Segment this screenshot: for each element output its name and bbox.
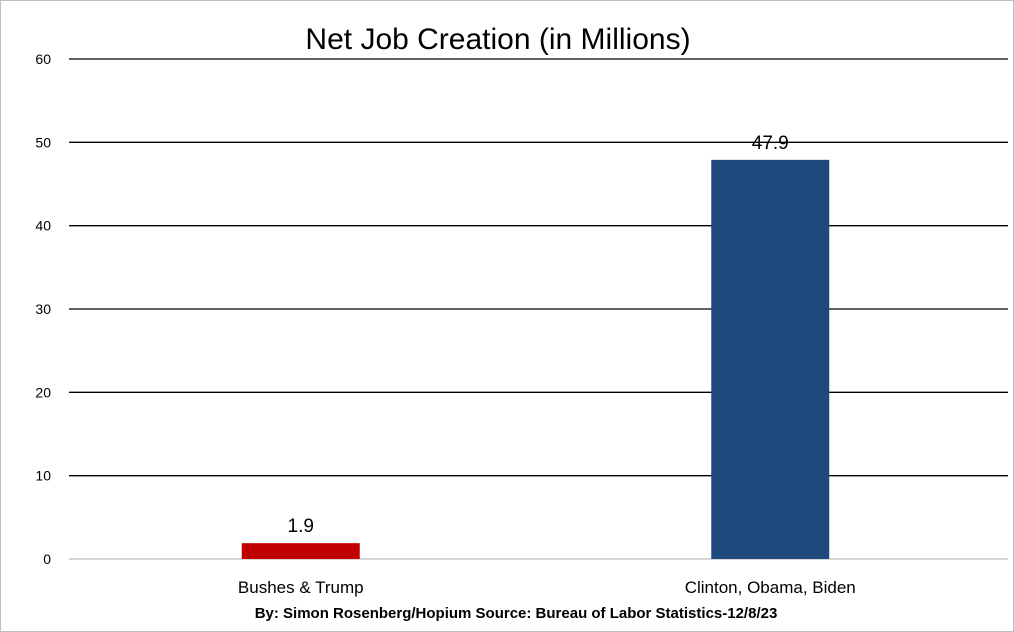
data-label: 47.9 (752, 133, 789, 154)
y-tick-label: 50 (35, 134, 51, 150)
y-tick-label: 40 (35, 218, 51, 234)
category-label: Bushes & Trump (238, 578, 364, 597)
y-tick-label: 0 (43, 551, 51, 567)
y-axis-ticks: 0 10 20 30 40 50 60 (35, 51, 51, 567)
y-tick-label: 10 (35, 468, 51, 484)
y-tick-label: 20 (35, 384, 51, 400)
chart-title: Net Job Creation (in Millions) (305, 23, 690, 56)
source-credit: By: Simon Rosenberg/Hopium Source: Burea… (255, 605, 778, 622)
category-label: Clinton, Obama, Biden (685, 578, 856, 597)
gridlines (69, 58, 1008, 560)
data-label: 1.9 (288, 516, 314, 537)
category-labels: Bushes & Trump Clinton, Obama, Biden (238, 578, 856, 597)
data-labels: 1.9 47.9 (288, 133, 789, 537)
bar (711, 159, 830, 560)
y-tick-label: 30 (35, 301, 51, 317)
bar (241, 543, 360, 559)
y-tick-label: 60 (35, 51, 51, 67)
bars (241, 159, 830, 560)
